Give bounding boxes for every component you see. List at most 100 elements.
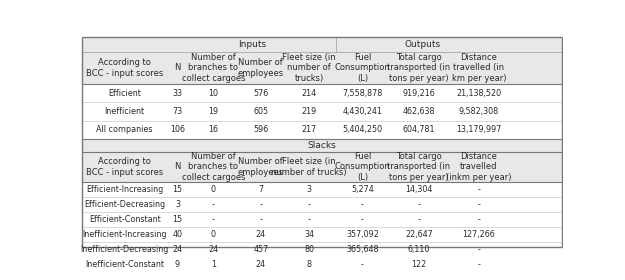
Bar bbox=[82, 212, 561, 227]
Text: Efficient: Efficient bbox=[108, 89, 141, 98]
Bar bbox=[82, 257, 561, 272]
Text: 219: 219 bbox=[302, 107, 317, 116]
Text: 34: 34 bbox=[304, 230, 314, 239]
Text: -: - bbox=[478, 185, 480, 194]
Bar bbox=[82, 139, 561, 151]
Text: 73: 73 bbox=[173, 107, 182, 116]
Text: 3: 3 bbox=[175, 200, 180, 209]
Text: 0: 0 bbox=[211, 185, 216, 194]
Text: 24: 24 bbox=[256, 230, 266, 239]
Text: 919,216: 919,216 bbox=[402, 89, 435, 98]
Text: Number of
branches to
collect cargoes: Number of branches to collect cargoes bbox=[182, 53, 245, 83]
Text: According to
BCC - input scores: According to BCC - input scores bbox=[86, 157, 163, 177]
Text: -: - bbox=[478, 260, 480, 269]
Text: 19: 19 bbox=[208, 107, 219, 116]
Text: 5,404,250: 5,404,250 bbox=[342, 125, 382, 134]
Text: 127,266: 127,266 bbox=[462, 230, 495, 239]
Text: -: - bbox=[361, 200, 364, 209]
Bar bbox=[82, 102, 561, 121]
Text: 217: 217 bbox=[302, 125, 317, 134]
Text: 24: 24 bbox=[256, 260, 266, 269]
Text: -: - bbox=[361, 260, 364, 269]
Text: Inefficient: Inefficient bbox=[104, 107, 145, 116]
Text: 462,638: 462,638 bbox=[402, 107, 435, 116]
Bar bbox=[82, 242, 561, 257]
Text: 9: 9 bbox=[175, 260, 180, 269]
Text: 24: 24 bbox=[173, 245, 182, 254]
Text: All companies: All companies bbox=[96, 125, 153, 134]
Bar bbox=[82, 37, 561, 139]
Text: 6,110: 6,110 bbox=[408, 245, 430, 254]
Text: 16: 16 bbox=[208, 125, 218, 134]
Text: -: - bbox=[361, 215, 364, 224]
Text: Total cargo
transported (in
tons per year): Total cargo transported (in tons per yea… bbox=[388, 151, 451, 182]
Text: Fuel
Consumption
(L): Fuel Consumption (L) bbox=[334, 151, 391, 182]
Text: 1: 1 bbox=[211, 260, 216, 269]
Text: 605: 605 bbox=[253, 107, 268, 116]
Text: Number of
employees: Number of employees bbox=[238, 157, 284, 177]
Text: 24: 24 bbox=[208, 245, 219, 254]
Text: 7: 7 bbox=[258, 185, 263, 194]
Text: 8: 8 bbox=[307, 260, 312, 269]
Text: 7,558,878: 7,558,878 bbox=[342, 89, 382, 98]
Text: Fleet size (in
number of trucks): Fleet size (in number of trucks) bbox=[271, 157, 347, 177]
Text: -: - bbox=[212, 215, 215, 224]
Text: 604,781: 604,781 bbox=[402, 125, 435, 134]
Text: 80: 80 bbox=[304, 245, 314, 254]
Text: 365,648: 365,648 bbox=[346, 245, 379, 254]
Text: Inefficient-Increasing: Inefficient-Increasing bbox=[82, 230, 167, 239]
Text: 576: 576 bbox=[253, 89, 269, 98]
Text: -: - bbox=[212, 200, 215, 209]
Text: Slacks: Slacks bbox=[308, 141, 336, 150]
Text: 214: 214 bbox=[302, 89, 317, 98]
Text: Fuel
Consumption
(L): Fuel Consumption (L) bbox=[334, 53, 391, 83]
Text: 106: 106 bbox=[170, 125, 185, 134]
Text: 40: 40 bbox=[173, 230, 182, 239]
Bar bbox=[82, 182, 561, 197]
Text: 33: 33 bbox=[173, 89, 182, 98]
Text: 9,582,308: 9,582,308 bbox=[459, 107, 499, 116]
Text: Efficient-Increasing: Efficient-Increasing bbox=[86, 185, 163, 194]
Text: Number of
branches to
collect cargoes: Number of branches to collect cargoes bbox=[182, 151, 245, 182]
Text: 21,138,520: 21,138,520 bbox=[456, 89, 501, 98]
Text: 15: 15 bbox=[173, 215, 182, 224]
Bar bbox=[82, 37, 561, 52]
Bar bbox=[82, 37, 561, 139]
Bar bbox=[82, 197, 561, 212]
Text: 4,430,241: 4,430,241 bbox=[342, 107, 382, 116]
Text: Inputs: Inputs bbox=[238, 40, 266, 49]
Bar bbox=[82, 121, 561, 139]
Text: Distance
travelled (in
km per year): Distance travelled (in km per year) bbox=[451, 53, 506, 83]
Text: 10: 10 bbox=[208, 89, 218, 98]
Text: 13,179,997: 13,179,997 bbox=[456, 125, 501, 134]
Text: N: N bbox=[174, 162, 181, 171]
Text: Outputs: Outputs bbox=[404, 40, 441, 49]
Text: 15: 15 bbox=[173, 185, 182, 194]
Text: 5,274: 5,274 bbox=[351, 185, 374, 194]
Text: 0: 0 bbox=[211, 230, 216, 239]
Bar bbox=[82, 84, 561, 102]
Text: Inefficient-Decreasing: Inefficient-Decreasing bbox=[81, 245, 169, 254]
Text: 22,647: 22,647 bbox=[405, 230, 432, 239]
Text: Inefficient-Constant: Inefficient-Constant bbox=[85, 260, 164, 269]
Text: -: - bbox=[418, 200, 420, 209]
Text: 14,304: 14,304 bbox=[405, 185, 432, 194]
Text: 357,092: 357,092 bbox=[346, 230, 379, 239]
Text: 122: 122 bbox=[411, 260, 426, 269]
Bar bbox=[82, 151, 561, 247]
Text: -: - bbox=[478, 200, 480, 209]
Text: 3: 3 bbox=[307, 185, 312, 194]
Text: -: - bbox=[418, 215, 420, 224]
Text: -: - bbox=[259, 200, 262, 209]
Text: 596: 596 bbox=[253, 125, 269, 134]
Text: Total cargo
transported (in
tons per year): Total cargo transported (in tons per yea… bbox=[388, 53, 451, 83]
Bar bbox=[82, 227, 561, 242]
Text: -: - bbox=[308, 215, 311, 224]
Text: Fleet size (in
number of
trucks): Fleet size (in number of trucks) bbox=[282, 53, 336, 83]
Text: -: - bbox=[478, 245, 480, 254]
Text: 457: 457 bbox=[253, 245, 269, 254]
Text: According to
BCC - input scores: According to BCC - input scores bbox=[86, 58, 163, 78]
Text: Number of
employees: Number of employees bbox=[238, 58, 284, 78]
Text: Distance
travelled
(inkm per year): Distance travelled (inkm per year) bbox=[446, 151, 511, 182]
Text: Efficient-Decreasing: Efficient-Decreasing bbox=[84, 200, 165, 209]
